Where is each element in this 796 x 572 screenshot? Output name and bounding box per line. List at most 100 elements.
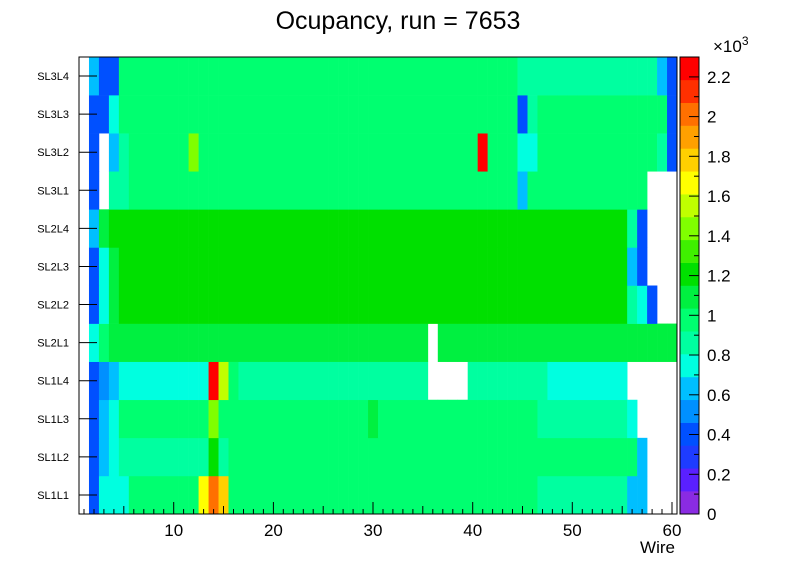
heatmap-cell — [437, 57, 449, 96]
heatmap-cell — [248, 361, 259, 401]
heatmap-cell — [427, 95, 439, 134]
z-tick-label: 2 — [707, 108, 716, 127]
heatmap-cell — [278, 399, 289, 439]
heatmap-cell — [577, 247, 588, 286]
heatmap-cell — [118, 475, 130, 515]
heatmap-cell — [507, 399, 518, 439]
heatmap-cell — [198, 437, 209, 477]
heatmap-cell — [98, 475, 110, 515]
heatmap-cell — [358, 475, 369, 515]
heatmap-cell — [308, 437, 319, 477]
heatmap-cell — [108, 95, 120, 134]
heatmap-cell — [258, 285, 269, 324]
heatmap-cell — [228, 361, 239, 401]
heatmap-cell — [378, 171, 389, 210]
heatmap-cell — [158, 437, 169, 477]
heatmap-cell — [567, 323, 578, 362]
heatmap-cell — [148, 57, 160, 96]
heatmap-cell — [457, 57, 468, 96]
heatmap-cell — [667, 95, 678, 134]
z-tick-label: 1.6 — [707, 187, 731, 206]
heatmap-cell — [587, 95, 598, 134]
heatmap-cell — [338, 399, 349, 439]
heatmap-cell — [527, 57, 538, 96]
heatmap-cell — [168, 475, 179, 515]
heatmap-cell — [318, 171, 329, 210]
heatmap-cell — [437, 475, 449, 515]
heatmap-cell — [647, 323, 658, 362]
heatmap-cell — [627, 399, 638, 439]
heatmap-cell — [557, 399, 568, 439]
heatmap-cell — [178, 399, 189, 439]
heatmap-cell — [148, 437, 160, 477]
heatmap-cell — [467, 437, 478, 477]
heatmap-cell — [308, 361, 319, 401]
heatmap-cell — [557, 323, 568, 362]
layer-label: SL2L1 — [37, 338, 69, 350]
heatmap-cell — [258, 475, 269, 515]
heatmap-cell — [497, 57, 508, 96]
heatmap-cell — [467, 361, 478, 401]
heatmap-cell — [298, 209, 309, 248]
heatmap-cell — [118, 57, 130, 96]
heatmap-cell — [617, 133, 628, 172]
heatmap-cell — [248, 399, 259, 439]
heatmap-cell — [248, 247, 259, 286]
heatmap-cell — [348, 323, 359, 362]
heatmap-cell — [378, 95, 389, 134]
heatmap-cell — [617, 475, 628, 515]
heatmap-cell — [387, 475, 399, 515]
heatmap-cell — [358, 57, 369, 96]
z-tick-label: 1.2 — [707, 267, 731, 286]
heatmap-cell — [627, 475, 638, 515]
color-scale-exponent: ×103 — [713, 34, 749, 56]
heatmap-cell — [527, 95, 538, 134]
heatmap-cell — [368, 361, 379, 401]
heatmap-cell — [358, 133, 369, 172]
heatmap-cell — [358, 95, 369, 134]
heatmap-cell — [557, 285, 568, 324]
heatmap-cell — [537, 171, 548, 210]
heatmap-cell — [587, 133, 598, 172]
heatmap-cell — [178, 171, 189, 210]
x-tick-label: 50 — [563, 521, 582, 540]
heatmap-cell — [118, 399, 130, 439]
heatmap-cell — [298, 361, 309, 401]
heatmap-cell — [637, 171, 648, 210]
heatmap-cell — [597, 171, 608, 210]
heatmap-cell — [497, 437, 508, 477]
heatmap-cell — [358, 323, 369, 362]
heatmap-cell — [328, 209, 339, 248]
heatmap-cell — [607, 285, 618, 324]
heatmap-cell — [118, 95, 130, 134]
heatmap-cell — [397, 209, 409, 248]
heatmap-cell — [607, 475, 618, 515]
heatmap-cell — [168, 323, 179, 362]
heatmap-cell — [587, 437, 598, 477]
heatmap-cell — [318, 247, 329, 286]
heatmap-cell — [477, 209, 488, 248]
heatmap-cell — [587, 323, 598, 362]
heatmap-cell — [348, 95, 359, 134]
heatmap-cell — [487, 361, 498, 401]
heatmap-cell — [368, 437, 379, 477]
heatmap-cell — [258, 399, 269, 439]
heatmap-cell — [128, 95, 140, 134]
heatmap-cell — [328, 361, 339, 401]
color-scale-segment — [680, 125, 699, 149]
heatmap-cell — [138, 247, 150, 286]
heatmap-cell — [168, 361, 179, 401]
heatmap-cell — [547, 247, 558, 286]
heatmap-cell — [308, 209, 319, 248]
heatmap-cell — [627, 247, 638, 286]
heatmap-cell — [427, 209, 439, 248]
heatmap-cell — [627, 95, 638, 134]
heatmap-cell — [148, 399, 160, 439]
color-scale-segment — [680, 194, 699, 218]
heatmap-cell — [567, 171, 578, 210]
heatmap-cell — [487, 171, 498, 210]
heatmap-cell — [228, 285, 239, 324]
heatmap-cell — [637, 133, 648, 172]
heatmap-cell — [417, 399, 429, 439]
heatmap-cell — [597, 475, 608, 515]
